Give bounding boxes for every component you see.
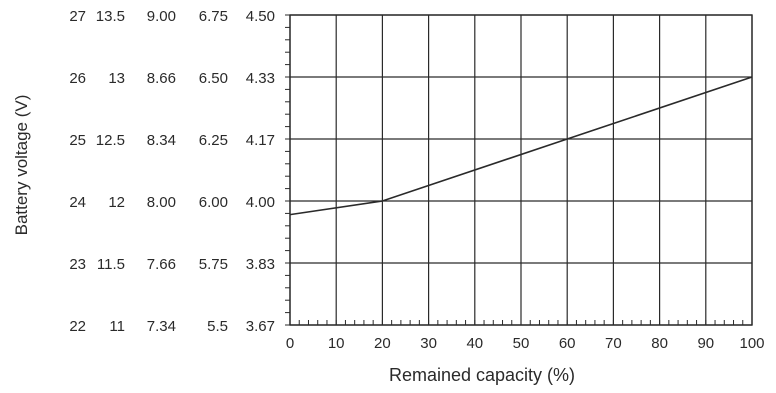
x-tick-label: 20 — [374, 335, 391, 352]
x-tick-label: 50 — [513, 335, 530, 352]
y-tick-label: 11.5 — [97, 256, 125, 273]
y-tick-label: 6.25 — [199, 132, 228, 149]
y-tick-label: 22 — [69, 318, 86, 335]
y-tick-label: 12.5 — [96, 132, 125, 149]
y-tick-label: 7.66 — [147, 256, 176, 273]
x-tick-label: 60 — [559, 335, 576, 352]
series-layer — [289, 76, 753, 216]
y-tick-label: 6.75 — [199, 8, 228, 25]
x-tick-label: 80 — [651, 335, 668, 352]
y-tick-label: 5.5 — [207, 318, 228, 335]
y-tick-label: 5.75 — [199, 256, 228, 273]
y-axis-label: Battery voltage (V) — [12, 95, 31, 236]
y-tick-label: 6.50 — [199, 70, 228, 87]
y-tick-label: 26 — [69, 70, 86, 87]
y-tick-label: 4.33 — [246, 70, 275, 87]
x-tick-label: 40 — [466, 335, 483, 352]
y-tick-label: 23 — [69, 256, 86, 273]
y-tick-label: 11 — [109, 318, 125, 335]
x-tick-labels: 0 10 20 30 40 50 60 70 80 90 100 — [286, 335, 765, 352]
x-tick-label: 100 — [739, 335, 764, 352]
y-tick-label: 3.83 — [246, 256, 275, 273]
y-tick-label: 8.66 — [147, 70, 176, 87]
grid-layer — [289, 14, 753, 326]
y-tick-label: 24 — [69, 194, 86, 211]
y-tick-label: 25 — [69, 132, 86, 149]
y-tick-label: 4.00 — [246, 194, 275, 211]
x-tick-label: 70 — [605, 335, 622, 352]
y-tick-label: 9.00 — [147, 8, 176, 25]
y-tick-label: 8.00 — [147, 194, 176, 211]
x-tick-label: 0 — [286, 335, 294, 352]
x-tick-label: 10 — [328, 335, 345, 352]
voltage-capacity-line — [289, 76, 753, 216]
y-tick-label: 4.17 — [246, 132, 275, 149]
y-tick-label: 4.50 — [246, 8, 275, 25]
y-tick-label: 7.34 — [147, 318, 176, 335]
x-tick-label: 90 — [697, 335, 714, 352]
y-tick-label: 6.00 — [199, 194, 228, 211]
x-tick-label: 30 — [420, 335, 437, 352]
x-axis-label: Remained capacity (%) — [389, 365, 575, 385]
y-tick-label: 13 — [108, 70, 125, 87]
y-tick-label: 13.5 — [96, 8, 125, 25]
y-tick-label: 27 — [69, 8, 86, 25]
y-tick-label: 3.67 — [246, 318, 275, 335]
axis-layer — [285, 14, 753, 326]
y-tick-label: 8.34 — [147, 132, 176, 149]
y-tick-label: 12 — [108, 194, 125, 211]
y-tick-labels: 27 26 25 24 23 22 13.5 13 12.5 12 11.5 11 9.00 8.66 8.… — [69, 8, 275, 335]
